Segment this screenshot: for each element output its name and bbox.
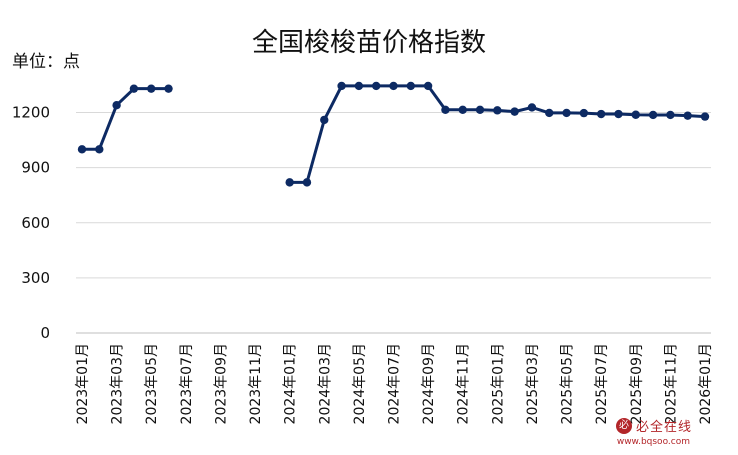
- y-tick-label: 900: [21, 159, 50, 177]
- y-tick-label: 300: [21, 269, 50, 287]
- x-tick-label: 2024年09月: [421, 343, 437, 424]
- data-point: [648, 110, 658, 120]
- x-axis: 2023年01月 2023年03月 2023年05月 2023年07月 2023年09月…: [75, 343, 714, 424]
- chart-title: 全国梭梭苗价格指数: [251, 28, 486, 58]
- data-point: [95, 145, 104, 154]
- watermark: 必 必全在线: [615, 416, 692, 435]
- x-tick-label: 2024年11月: [456, 343, 472, 424]
- data-point: [666, 110, 675, 120]
- x-tick-label: 2024年05月: [352, 343, 368, 424]
- data-point: [475, 105, 485, 115]
- data-point: [527, 103, 537, 112]
- x-tick-label: 2023年03月: [110, 343, 126, 424]
- data-point: [129, 84, 139, 93]
- data-point: [700, 112, 710, 121]
- y-tick-label: 1200: [12, 104, 50, 122]
- x-tick-label: 2025年03月: [525, 343, 541, 424]
- data-point: [493, 106, 502, 115]
- gridlines: [76, 112, 711, 334]
- data-point: [320, 115, 329, 125]
- watermark-logo-icon: 必: [615, 417, 632, 434]
- x-tick-label: 2023年11月: [248, 343, 264, 424]
- x-tick-label: 2023年05月: [144, 343, 160, 424]
- data-point: [631, 110, 640, 119]
- data-point: [285, 178, 294, 187]
- data-point: [614, 109, 623, 119]
- x-tick-label: 2023年09月: [213, 343, 229, 424]
- data-point: [562, 108, 571, 118]
- data-point: [579, 108, 589, 118]
- x-tick-label: 2025年09月: [629, 343, 645, 424]
- unit-label: 单位：点: [12, 52, 80, 72]
- watermark-text: 必全在线: [635, 420, 692, 435]
- data-point: [302, 178, 312, 187]
- y-axis: 0 300 600 900 1200: [12, 104, 50, 342]
- data-point: [164, 84, 173, 93]
- data-point: [371, 81, 381, 91]
- y-tick-label: 600: [21, 214, 50, 232]
- watermark-url: www.bqsoo.com: [616, 437, 690, 447]
- x-tick-label: 2023年07月: [179, 343, 195, 424]
- data-point: [147, 84, 156, 93]
- x-tick-label: 2024年03月: [317, 343, 333, 424]
- data-point: [389, 81, 398, 91]
- data-point: [406, 81, 416, 91]
- data-point: [112, 101, 121, 110]
- x-tick-label: 2024年07月: [387, 343, 403, 424]
- data-point: [337, 81, 346, 91]
- x-tick-label: 2025年11月: [663, 343, 679, 424]
- series-line: [82, 87, 169, 151]
- data-point: [545, 108, 554, 118]
- data-point: [423, 81, 433, 91]
- data-point: [510, 107, 519, 116]
- data-point: [441, 105, 450, 115]
- data-point: [596, 109, 606, 119]
- plot-area: [77, 81, 710, 187]
- y-tick-label: 0: [40, 324, 50, 342]
- x-tick-label: 2025年05月: [560, 343, 576, 424]
- data-point: [683, 111, 692, 120]
- x-tick-label: 2025年01月: [490, 343, 506, 424]
- data-point: [458, 105, 467, 115]
- x-tick-label: 2023年01月: [75, 343, 91, 424]
- data-point: [354, 81, 364, 91]
- x-tick-label: 2026年01月: [698, 343, 714, 424]
- data-point: [77, 145, 87, 154]
- x-tick-label: 2024年01月: [283, 343, 299, 424]
- x-tick-label: 2025年07月: [594, 343, 610, 424]
